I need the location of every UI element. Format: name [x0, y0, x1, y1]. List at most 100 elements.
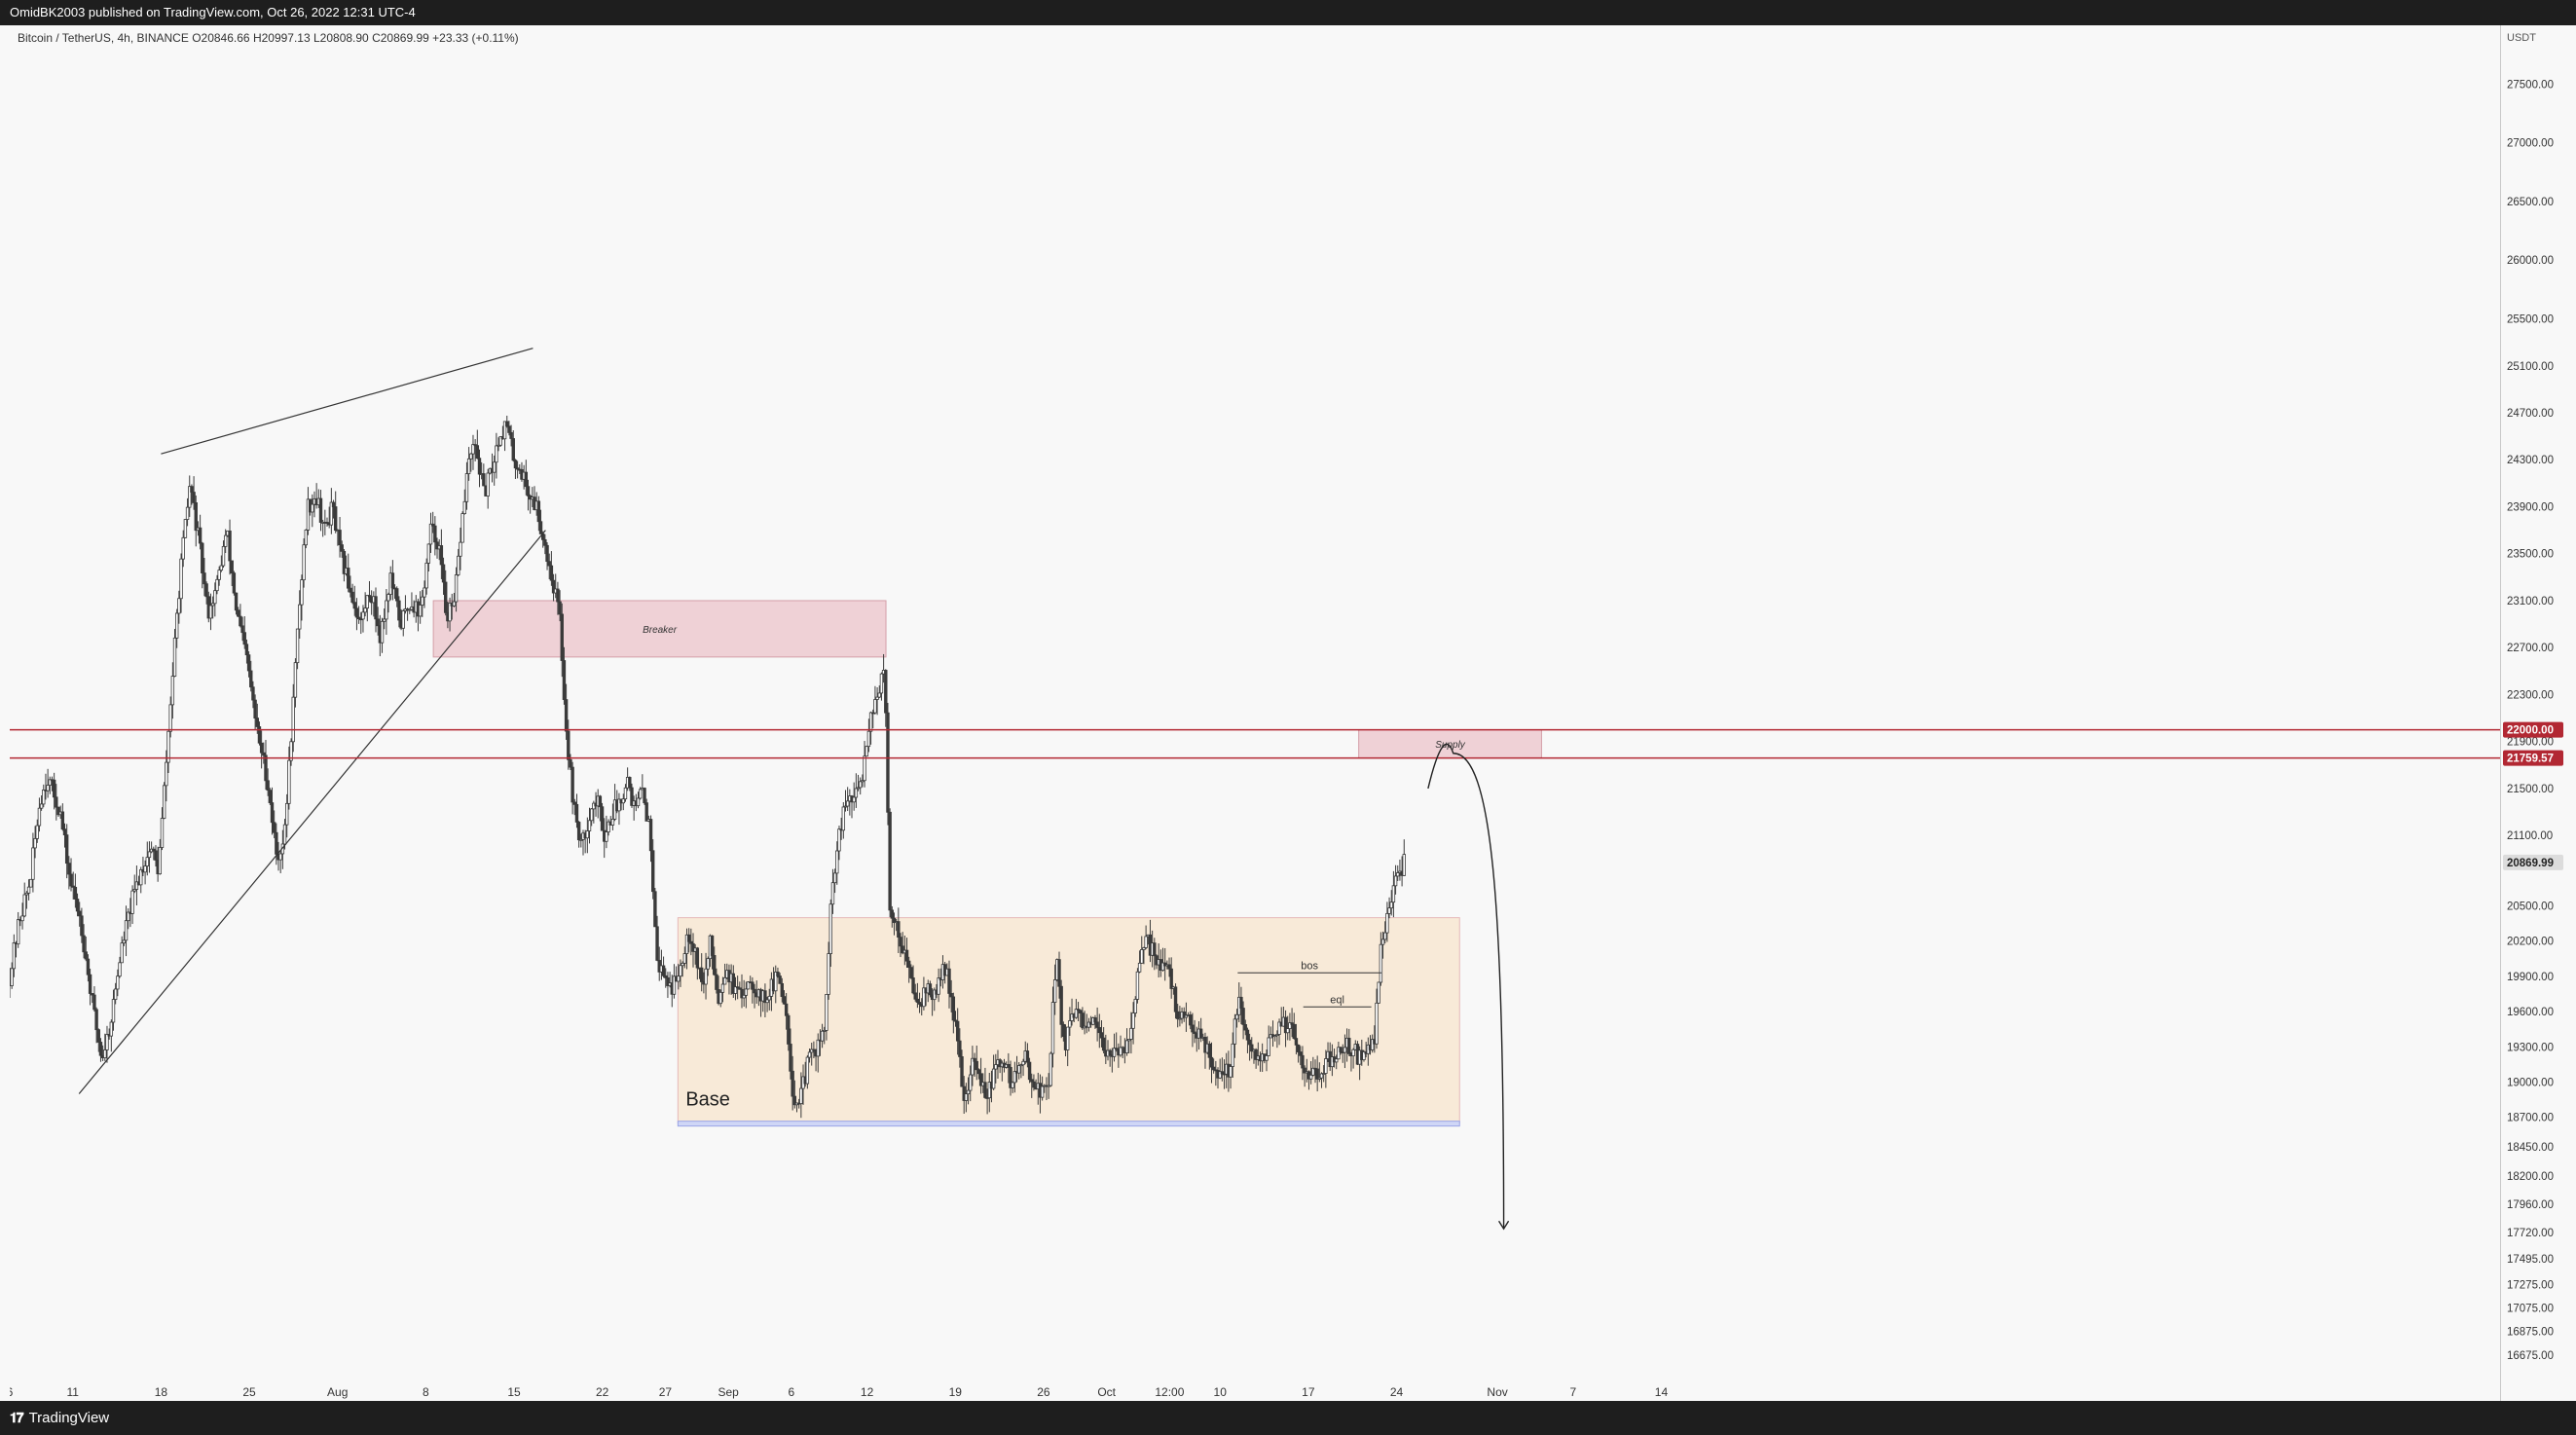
- candle-body: [272, 822, 276, 833]
- candle-body: [751, 981, 754, 990]
- candle-body: [1129, 1027, 1133, 1040]
- candle-body: [448, 603, 452, 622]
- candle-body: [1191, 1024, 1195, 1033]
- x-tick-label: 18: [155, 1385, 168, 1399]
- candle-body: [174, 612, 179, 639]
- candle-body: [1362, 1051, 1366, 1060]
- candle-body: [230, 560, 234, 574]
- candle-body: [1351, 1049, 1355, 1057]
- candle-body: [805, 1056, 810, 1085]
- candle-body: [111, 999, 116, 1023]
- candle-body: [937, 977, 940, 995]
- candle-body: [560, 613, 564, 661]
- breaker-zone: [432, 600, 887, 658]
- candle-body: [91, 993, 94, 996]
- candle-body: [558, 601, 562, 615]
- candle-body: [349, 587, 352, 593]
- candle-body: [1299, 1051, 1303, 1056]
- price-axis[interactable]: USDT 27500.00 27000.00 26500.00 26000.00 2550…: [2500, 25, 2576, 1401]
- candle-body: [460, 513, 464, 543]
- price-chart[interactable]: Breaker Supply Base bos eql 6 11 18 25 Aug 8 15 22 27…: [7, 25, 2500, 1401]
- candle-body: [270, 802, 275, 824]
- candle-body: [130, 890, 134, 914]
- y-tick-label: 16875.00: [2507, 1327, 2554, 1339]
- candle-body: [395, 588, 399, 602]
- candle-body: [103, 1049, 107, 1058]
- candle-body: [1049, 1052, 1053, 1086]
- candle-body: [253, 699, 257, 719]
- candle-body: [1211, 1066, 1216, 1071]
- candle-body: [700, 967, 704, 982]
- candle-body: [966, 1089, 971, 1094]
- y-tick-label: 27500.00: [2507, 79, 2554, 91]
- footer-brand: TradingView: [28, 1410, 110, 1426]
- candle-body: [704, 968, 708, 985]
- chart-area[interactable]: Breaker Supply Base bos eql 6 11 18 25 Aug 8 15 22 27…: [7, 25, 2500, 1401]
- candle-body: [385, 600, 388, 620]
- candle-body: [287, 759, 291, 804]
- candle-body: [1229, 1066, 1233, 1078]
- candle-body: [1184, 1014, 1189, 1018]
- candle-body: [511, 438, 515, 461]
- candle-body: [363, 607, 367, 613]
- candle-body: [738, 987, 742, 990]
- candle-body: [278, 853, 282, 861]
- candle-body: [170, 676, 175, 706]
- candle-body: [75, 899, 80, 912]
- candle-body: [947, 968, 951, 994]
- candle-body: [807, 1051, 812, 1058]
- candle-body: [96, 1029, 100, 1043]
- candle-body: [158, 847, 163, 875]
- candle-body: [710, 935, 715, 956]
- candle-body: [543, 538, 547, 546]
- y-tick-label: 19900.00: [2507, 972, 2554, 983]
- candle-body: [607, 821, 610, 832]
- y-tick-label: 26500.00: [2507, 197, 2554, 208]
- candle-body: [498, 436, 502, 446]
- candle-body: [471, 444, 475, 455]
- candle-body: [42, 790, 46, 805]
- candle-body: [906, 960, 911, 969]
- candle-body: [462, 500, 466, 514]
- candle-body: [255, 718, 259, 727]
- candle-body: [1012, 1071, 1017, 1084]
- candle-body: [1178, 1017, 1182, 1020]
- candle-body: [572, 801, 576, 805]
- candle-body: [784, 1003, 789, 1016]
- candle-body: [291, 696, 295, 743]
- candle-body: [282, 824, 287, 845]
- candle-body: [1131, 1012, 1135, 1029]
- candle-body: [886, 712, 890, 813]
- candle-body: [98, 1042, 103, 1056]
- supply-zone: [1358, 729, 1542, 759]
- candle-body: [39, 803, 44, 809]
- candle-body: [56, 806, 60, 816]
- base-label: Base: [685, 1089, 730, 1111]
- candle-body: [259, 742, 264, 754]
- candle-body: [55, 796, 58, 808]
- projected-path: [1427, 743, 1505, 1230]
- y-tick-label: 22300.00: [2507, 689, 2554, 701]
- candle-body: [266, 780, 270, 791]
- candle-body: [374, 596, 378, 620]
- candle-body: [1040, 1085, 1045, 1098]
- candle-body: [1173, 986, 1178, 1012]
- y-tick-label: 16675.00: [2507, 1350, 2554, 1362]
- candle-body: [257, 726, 262, 744]
- candle-body: [293, 662, 298, 698]
- candle-body: [1167, 964, 1171, 970]
- x-tick-label: Nov: [1487, 1385, 1507, 1399]
- candle-body: [318, 497, 323, 523]
- y-tick-label: 21900.00: [2507, 737, 2554, 749]
- candle-body: [1218, 1071, 1222, 1079]
- y-tick-label: 22700.00: [2507, 643, 2554, 654]
- candle-body: [856, 787, 861, 790]
- candle-body: [20, 915, 24, 922]
- candle-body: [765, 999, 769, 1004]
- candle-body: [497, 444, 500, 447]
- candle-body: [681, 963, 684, 967]
- candle-body: [179, 558, 183, 600]
- candle-body: [638, 789, 643, 799]
- candle-body: [26, 886, 31, 894]
- candle-body: [221, 545, 226, 567]
